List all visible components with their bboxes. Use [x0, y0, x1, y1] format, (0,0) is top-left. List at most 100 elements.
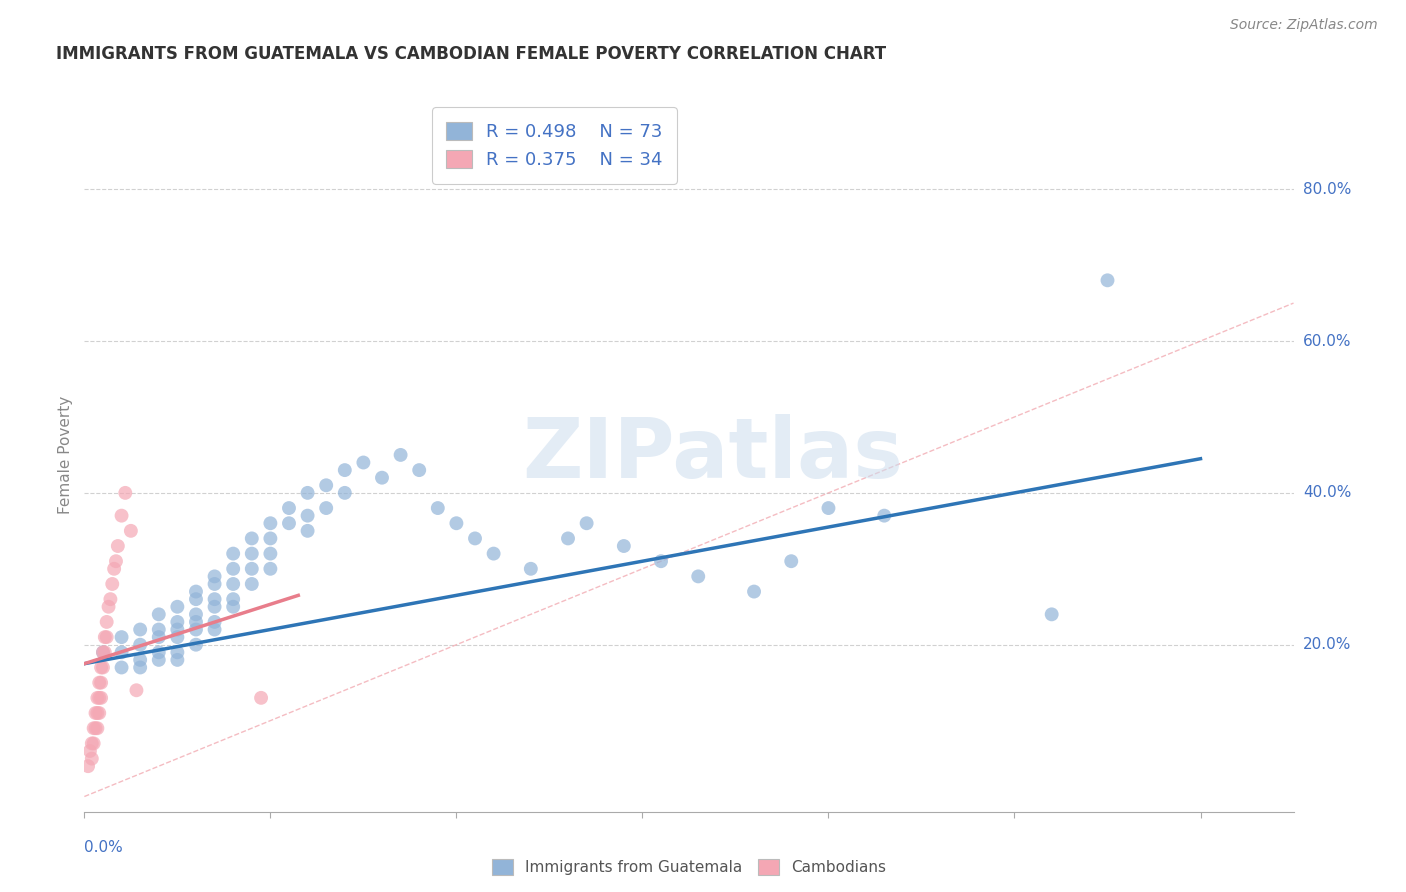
Point	[204, 577, 226, 591]
Point	[259, 532, 281, 546]
Point	[575, 516, 598, 531]
Point	[94, 630, 117, 644]
Point	[90, 660, 112, 674]
Point	[166, 599, 188, 614]
Point	[148, 607, 170, 622]
Text: IMMIGRANTS FROM GUATEMALA VS CAMBODIAN FEMALE POVERTY CORRELATION CHART: IMMIGRANTS FROM GUATEMALA VS CAMBODIAN F…	[56, 45, 886, 62]
Text: ZIPatlas: ZIPatlas	[523, 415, 904, 495]
Point	[129, 623, 152, 637]
Point	[184, 607, 207, 622]
Point	[780, 554, 803, 568]
Point	[90, 690, 112, 705]
Point	[97, 599, 120, 614]
Point	[259, 547, 281, 561]
Point	[89, 706, 111, 720]
Point	[107, 539, 129, 553]
Point	[742, 584, 765, 599]
Point	[240, 532, 263, 546]
Point	[184, 584, 207, 599]
Point	[110, 630, 132, 644]
Point	[166, 623, 188, 637]
Point	[1097, 273, 1119, 287]
Point	[204, 623, 226, 637]
Point	[91, 645, 114, 659]
Point	[222, 599, 245, 614]
Point	[148, 630, 170, 644]
Point	[389, 448, 412, 462]
Point	[89, 675, 111, 690]
Point	[315, 501, 337, 516]
Point	[96, 630, 118, 644]
Point	[79, 744, 101, 758]
Point	[278, 516, 301, 531]
Point	[84, 706, 107, 720]
Point	[91, 645, 114, 659]
Point	[315, 478, 337, 492]
Point	[166, 630, 188, 644]
Point	[91, 660, 114, 674]
Point	[352, 456, 374, 470]
Point	[184, 638, 207, 652]
Point	[166, 653, 188, 667]
Point	[240, 547, 263, 561]
Y-axis label: Female Poverty: Female Poverty	[58, 396, 73, 514]
Point	[520, 562, 543, 576]
Point	[613, 539, 636, 553]
Point	[104, 554, 127, 568]
Point	[120, 524, 142, 538]
Point	[408, 463, 430, 477]
Point	[297, 524, 319, 538]
Point	[873, 508, 896, 523]
Point	[204, 592, 226, 607]
Point	[83, 736, 105, 750]
Legend: Immigrants from Guatemala, Cambodians: Immigrants from Guatemala, Cambodians	[484, 851, 894, 882]
Point	[204, 569, 226, 583]
Point	[446, 516, 468, 531]
Point	[110, 660, 132, 674]
Text: 20.0%: 20.0%	[1303, 637, 1351, 652]
Point	[259, 562, 281, 576]
Point	[129, 653, 152, 667]
Point	[482, 547, 505, 561]
Point	[222, 547, 245, 561]
Point	[297, 508, 319, 523]
Point	[557, 532, 579, 546]
Point	[86, 706, 108, 720]
Text: 40.0%: 40.0%	[1303, 485, 1351, 500]
Point	[110, 645, 132, 659]
Text: Source: ZipAtlas.com: Source: ZipAtlas.com	[1230, 18, 1378, 32]
Point	[148, 653, 170, 667]
Point	[103, 562, 125, 576]
Point	[166, 615, 188, 629]
Point	[166, 645, 188, 659]
Point	[240, 562, 263, 576]
Point	[129, 638, 152, 652]
Point	[688, 569, 710, 583]
Point	[80, 751, 103, 765]
Point	[86, 690, 108, 705]
Point	[259, 516, 281, 531]
Point	[333, 486, 356, 500]
Point	[278, 501, 301, 516]
Point	[89, 690, 111, 705]
Point	[333, 463, 356, 477]
Point	[94, 645, 117, 659]
Point	[222, 577, 245, 591]
Point	[250, 690, 273, 705]
Point	[110, 508, 132, 523]
Point	[80, 736, 103, 750]
Point	[90, 675, 112, 690]
Point	[222, 562, 245, 576]
Point	[1040, 607, 1063, 622]
Point	[184, 623, 207, 637]
Point	[148, 623, 170, 637]
Point	[77, 759, 100, 773]
Point	[371, 471, 394, 485]
Point	[650, 554, 672, 568]
Point	[129, 660, 152, 674]
Point	[83, 721, 105, 735]
Text: 0.0%: 0.0%	[84, 840, 124, 855]
Point	[184, 615, 207, 629]
Point	[125, 683, 148, 698]
Point	[222, 592, 245, 607]
